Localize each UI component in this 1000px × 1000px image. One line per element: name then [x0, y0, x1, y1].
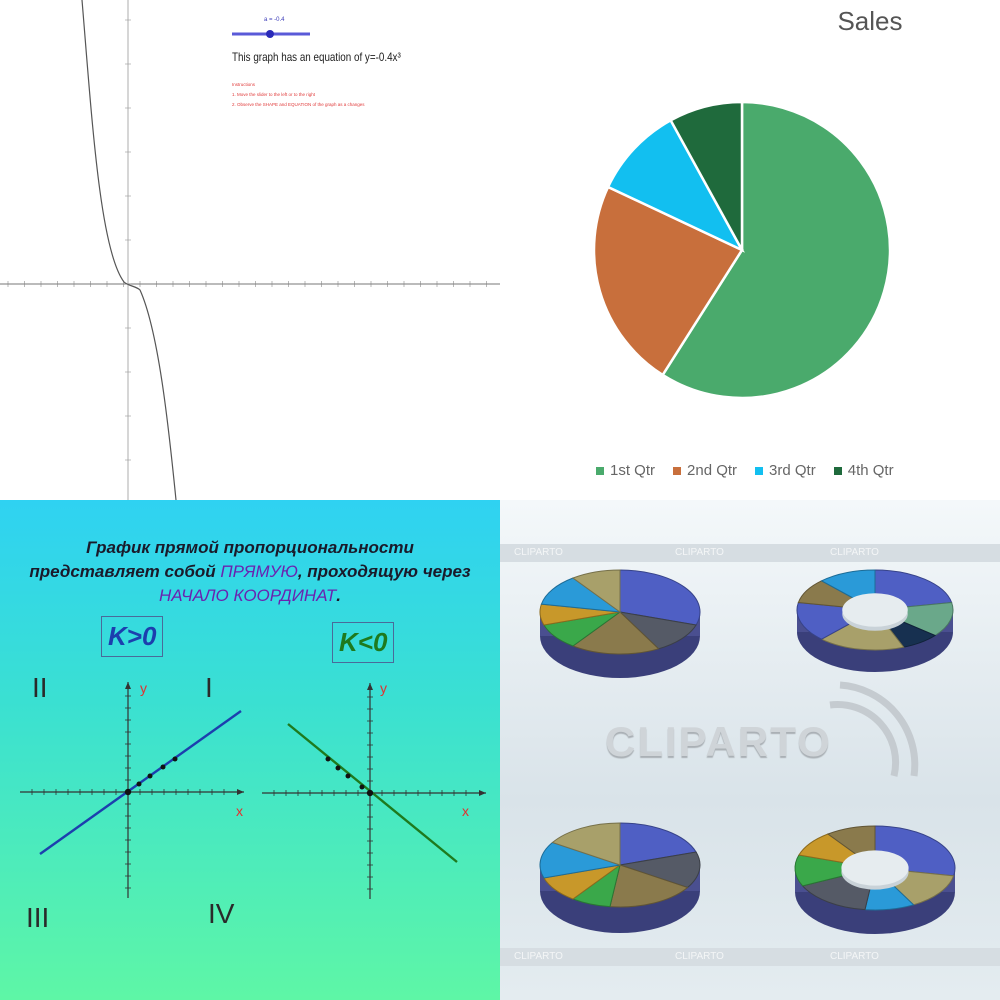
3d-donut-top-right [796, 569, 954, 672]
y-arrow [125, 682, 131, 689]
legend-label: 2nd Qtr [687, 462, 738, 479]
sales-chart-panel: Sales 1st Qtr 2nd Qtr 3rd Qtr 4th Qtr [500, 0, 1000, 500]
points-k-negative [325, 756, 374, 797]
y-arrow [367, 683, 373, 690]
watermark-strip: CLIPARTO CLIPARTO CLIPARTO [500, 544, 1000, 562]
equation-text: This graph has an equation of y=-0.4x³ [232, 50, 401, 64]
pie-segment [571, 611, 660, 655]
highlight-text: НАЧАЛО КООРДИНАТ [159, 586, 337, 605]
right-axes [262, 683, 486, 899]
y-axis-label: y [140, 680, 147, 696]
proportionality-graphs [20, 682, 486, 899]
donut-hole [842, 593, 908, 627]
cubic-curve [81, 0, 177, 500]
title-line: представляет собой [29, 562, 221, 581]
sales-pie-chart [592, 100, 892, 400]
instruction-line: 1. Move the slider to the left or to the… [232, 92, 316, 97]
point [172, 756, 178, 762]
pie-slice-3 [606, 118, 745, 253]
instruction-line: 2. Observe the SHAPE and EQUATION of the… [232, 102, 365, 107]
point [124, 788, 132, 796]
point [325, 756, 331, 762]
pie-segment [551, 822, 621, 866]
pie-segment [540, 577, 622, 613]
legend-swatch [755, 466, 764, 475]
point [147, 773, 153, 779]
cliparto-watermark: CLIPARTO [605, 718, 832, 765]
3d-pie-charts [539, 569, 956, 934]
x-arrow [237, 789, 244, 795]
x-axis-label: x [236, 803, 243, 819]
legend-label: 3rd Qtr [769, 462, 816, 479]
point [335, 765, 341, 771]
points-k-positive [124, 756, 178, 796]
k-positive-label: K>0 [101, 616, 164, 657]
3d-pie-top-left [539, 569, 701, 678]
pie-segment [619, 822, 697, 866]
pie-segment [820, 609, 905, 651]
pie-slice-1 [660, 100, 892, 400]
slide-title: График прямой пропорциональности предста… [0, 536, 500, 608]
pie-slice-2 [592, 185, 744, 377]
highlight-text: ПРЯМУЮ [220, 562, 298, 581]
legend-item: 4th Qtr [833, 462, 894, 479]
legend-item: 1st Qtr [596, 462, 655, 479]
cliparto-panel: CLIPARTO CLIPARTO CLIPARTO CLIPARTO CLIP… [500, 500, 1000, 1000]
quadrant-label-ii: II [32, 672, 48, 703]
pie-segment [794, 854, 876, 887]
legend-item: 3rd Qtr [755, 462, 816, 479]
point [160, 764, 166, 770]
quadrant-label-i: I [205, 672, 213, 703]
proportionality-slide: График прямой пропорциональности предста… [0, 500, 500, 1000]
legend-swatch [833, 466, 842, 475]
pie-slice-4 [669, 100, 744, 251]
legend-label: 1st Qtr [610, 462, 656, 479]
point [136, 781, 142, 787]
title-line: График прямой пропорциональности [86, 538, 414, 557]
watermark-strip: CLIPARTO CLIPARTO CLIPARTO [500, 948, 1000, 966]
donut-hole [841, 850, 909, 886]
pie-segment [609, 864, 689, 908]
title-line: , проходящую через [297, 562, 471, 581]
pie-segment [618, 611, 697, 650]
y-axis-label: y [380, 680, 387, 696]
3d-donut-bottom-right [794, 825, 956, 934]
pie-segment [539, 841, 621, 879]
k-negative-label: K<0 [332, 622, 395, 663]
slider-value: a = -0.4 [264, 17, 285, 23]
legend-label: 4th Qtr [847, 462, 894, 479]
pie-segment [571, 569, 621, 613]
x-axis-label: x [462, 803, 469, 819]
title-end: . [336, 586, 341, 605]
cubic-graph-panel: a = -0.4 This graph has an equation of y… [0, 0, 500, 500]
chart-legend: 1st Qtr 2nd Qtr 3rd Qtr 4th Qtr [596, 462, 894, 479]
point [359, 784, 365, 790]
slider-handle[interactable] [266, 30, 274, 38]
quadrant-label-iii: III [26, 902, 50, 933]
point [345, 773, 351, 779]
legend-swatch [673, 466, 682, 475]
cubic-graph: a = -0.4 [0, 0, 500, 500]
3d-pie-bottom-left [539, 822, 701, 933]
chart-title: Sales [837, 6, 903, 36]
legend-item: 2nd Qtr [673, 462, 737, 479]
instruction-line: Instructions [232, 82, 256, 87]
instructions: Instructions 1. Move the slider to the l… [232, 80, 365, 110]
axis-ticks [7, 19, 487, 461]
watermark-arcs [829, 681, 919, 777]
pie-segment [619, 851, 701, 889]
quadrant-label-iv: IV [208, 898, 235, 929]
pie-segment [619, 569, 701, 626]
point [366, 789, 374, 797]
legend-swatch [596, 466, 604, 475]
x-arrow [479, 790, 486, 796]
